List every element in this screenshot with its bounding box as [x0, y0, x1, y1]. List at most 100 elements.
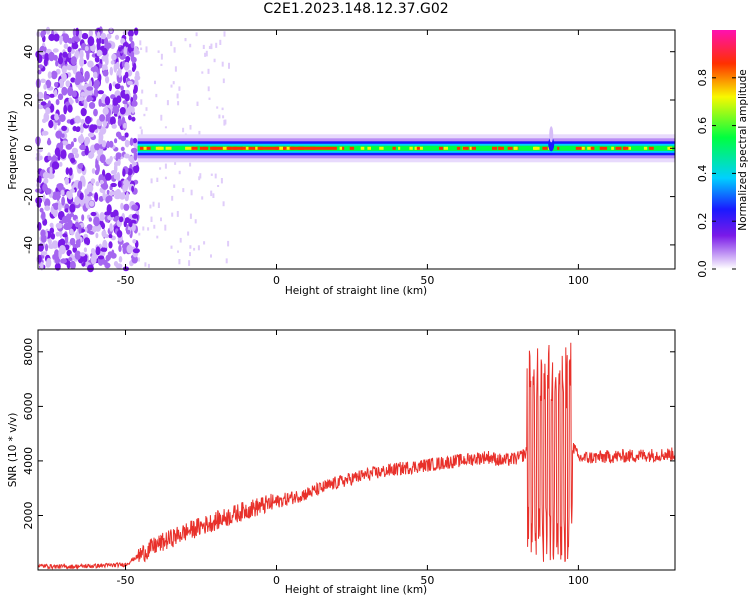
noise-cell: [102, 107, 109, 115]
spectrogram-y-ticks: -40 -20 0 20 40: [22, 45, 675, 254]
signal-peak: [648, 146, 654, 150]
noise-cell: [80, 119, 85, 124]
noise-cell: [101, 64, 108, 72]
noise-cell: [124, 195, 129, 202]
noise-speck: [137, 257, 140, 262]
noise-cell: [113, 261, 119, 267]
noise-cell: [74, 77, 81, 86]
noise-cell: [129, 156, 135, 164]
spectrogram-x-label: Height of straight line (km): [285, 285, 427, 297]
noise-cell: [90, 178, 96, 184]
noise-cell: [60, 149, 67, 160]
signal-peak: [140, 146, 144, 150]
noise-cell: [110, 60, 115, 65]
noise-speck: [212, 193, 215, 198]
signal-peak: [498, 146, 502, 150]
spectrogram-x-ticks: -50 0 50 100: [117, 30, 589, 287]
noise-cell: [124, 71, 129, 79]
noise-cell: [82, 256, 88, 263]
noise-cell: [61, 215, 69, 224]
noise-cell: [133, 88, 137, 95]
noise-cell: [85, 115, 92, 125]
noise-cell: [85, 74, 89, 82]
signal-peak: [409, 146, 413, 150]
noise-cell: [117, 158, 121, 166]
noise-speck: [164, 126, 167, 129]
noise-speck: [225, 258, 228, 264]
noise-cell: [60, 258, 67, 264]
noise-cell: [129, 137, 134, 146]
noise-cell: [127, 115, 132, 121]
signal-peak: [191, 146, 194, 150]
signal-peak: [601, 146, 608, 150]
noise-cell: [44, 52, 50, 62]
noise-cell: [109, 191, 115, 196]
y-tick-label: -40: [22, 236, 35, 254]
noise-speck: [189, 213, 192, 219]
noise-cell: [48, 120, 54, 129]
noise-cell: [48, 244, 55, 249]
y-tick-label: -20: [22, 188, 35, 206]
signal-peak: [471, 146, 476, 150]
noise-speck: [177, 250, 179, 253]
x-tick-label: 100: [568, 574, 589, 587]
y-tick-label: 6000: [22, 392, 35, 420]
noise-cell: [93, 108, 98, 117]
noise-cell: [43, 178, 49, 184]
noise-cell: [102, 239, 108, 250]
noise-cell: [123, 153, 130, 159]
noise-cell: [59, 114, 66, 123]
noise-cell: [64, 177, 70, 186]
noise-cell: [47, 137, 51, 146]
noise-cell: [117, 180, 122, 188]
noise-cell: [98, 196, 104, 202]
noise-cell: [90, 211, 97, 217]
x-tick-label: 50: [420, 574, 434, 587]
noise-cell: [44, 205, 51, 211]
noise-cell: [80, 107, 87, 117]
noise-cell: [44, 198, 51, 208]
noise-speck: [220, 178, 223, 184]
signal-peak: [587, 146, 592, 150]
noise-cell: [99, 114, 106, 122]
noise-cell: [122, 168, 126, 177]
noise-cell: [67, 104, 73, 113]
noise-speck: [155, 93, 158, 98]
noise-speck: [157, 202, 160, 208]
noise-cell: [90, 254, 97, 265]
noise-cell: [68, 257, 73, 262]
noise-cell: [74, 152, 80, 159]
noise-cell: [44, 243, 49, 252]
noise-cell: [77, 180, 83, 191]
colorbar: 0.0 0.2 0.4 0.6 0.8 Normalized spectral ampl…: [696, 30, 749, 278]
noise-speck: [149, 204, 152, 209]
noise-cell: [123, 220, 128, 228]
noise-cell: [79, 192, 84, 200]
colorbar-tick-label: 0.2: [696, 212, 709, 230]
signal-peak: [575, 146, 582, 150]
noise-speck: [189, 43, 192, 48]
noise-cell: [87, 264, 94, 273]
noise-cell: [50, 70, 58, 80]
noise-cell: [114, 161, 119, 167]
noise-cell: [59, 35, 63, 45]
noise-speck: [188, 260, 191, 266]
spectrogram-heatmap: [35, 26, 676, 273]
noise-speck: [179, 237, 182, 243]
noise-speck: [198, 130, 201, 135]
noise-cell: [98, 98, 102, 107]
noise-cell: [50, 233, 56, 240]
signal-peak: [285, 146, 291, 150]
signal-band: [137, 145, 676, 151]
colorbar-gradient: [712, 30, 736, 269]
noise-cell: [96, 37, 102, 45]
noise-cell: [56, 191, 61, 201]
noise-speck: [156, 177, 159, 182]
noise-cell: [102, 190, 106, 201]
noise-cell: [96, 49, 103, 57]
noise-speck: [173, 47, 176, 53]
noise-cell: [123, 122, 127, 129]
noise-cell: [68, 97, 73, 103]
spectrogram-panel: -50 0 50 100 -40 -20 0 20 40 Height of straight…: [7, 26, 676, 297]
